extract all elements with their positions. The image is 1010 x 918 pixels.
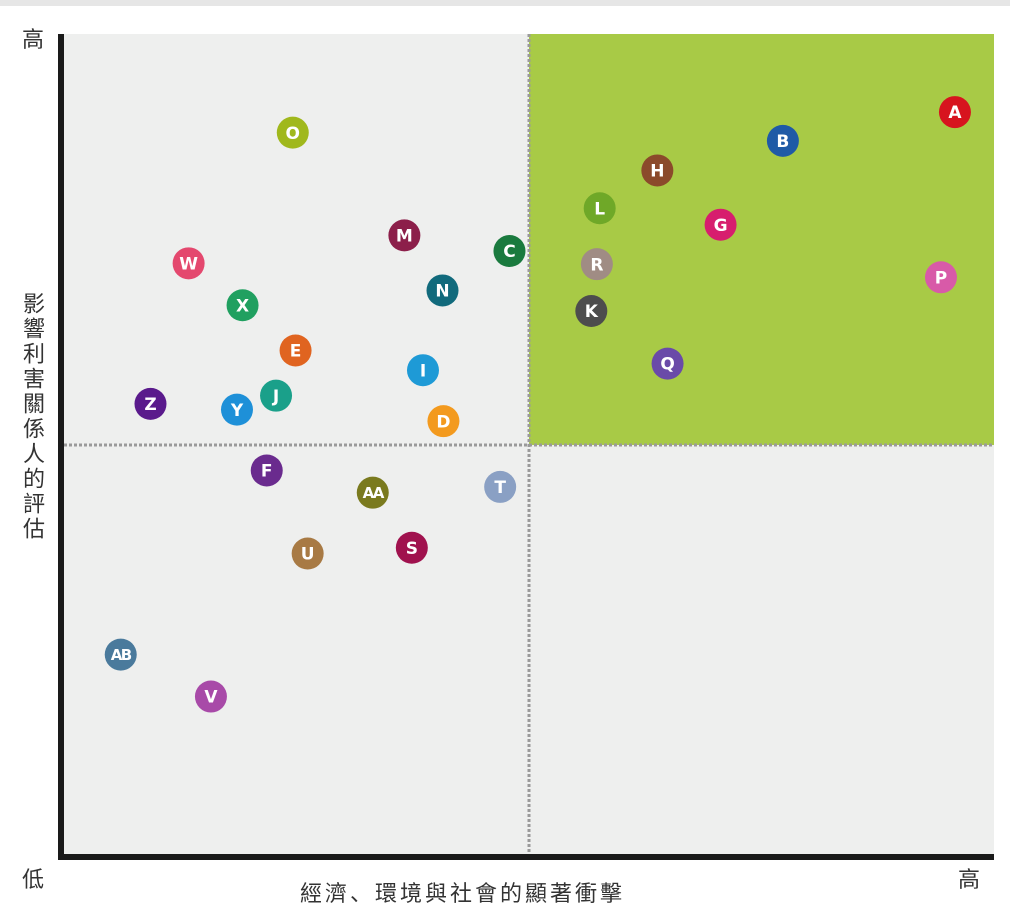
point-label: T [494,478,506,498]
data-point-l: L [583,192,616,225]
data-point-h: H [641,154,674,187]
data-point-i: I [406,354,439,387]
point-label: AB [111,646,132,664]
point-marker [426,274,459,307]
data-point-u: U [291,537,324,570]
point-label: B [776,132,789,152]
point-label: C [503,242,515,262]
point-marker [250,454,283,487]
data-point-f: F [250,454,283,487]
point-marker [220,393,253,426]
point-label: W [179,254,198,274]
data-point-x: X [226,289,259,322]
point-marker [580,248,613,281]
data-point-b: B [766,124,799,157]
data-point-n: N [426,274,459,307]
data-point-s: S [395,531,428,564]
data-point-m: M [388,219,421,252]
data-point-g: G [704,208,737,241]
point-label: H [650,162,664,182]
point-label: L [594,199,605,219]
point-marker [766,124,799,157]
point-marker [406,354,439,387]
point-marker [291,537,324,570]
point-label: V [204,688,218,708]
point-marker [938,96,971,129]
point-marker [575,295,608,328]
point-label: AA [363,484,385,502]
point-label: A [948,103,962,123]
point-marker [924,261,957,294]
point-label: E [290,342,302,362]
point-label: F [261,462,273,482]
point-marker [493,235,526,268]
point-marker [279,334,312,367]
data-point-e: E [279,334,312,367]
highlight-quadrant [529,34,994,445]
data-point-y: Y [220,393,253,426]
point-label: X [236,296,249,316]
axis-low-label: 低 [22,868,45,893]
point-marker [388,219,421,252]
y-axis-high-label: 高 [22,28,45,53]
point-marker [704,208,737,241]
point-marker [226,289,259,322]
plot-area [58,34,994,860]
point-label: S [406,539,418,559]
data-point-w: W [172,247,205,280]
point-label: I [420,361,426,381]
point-label: D [436,412,450,432]
point-marker [260,379,293,412]
data-point-d: D [427,405,460,438]
point-label: J [272,387,279,407]
point-label: R [590,255,603,275]
data-point-p: P [924,261,957,294]
point-label: M [396,227,413,247]
point-marker [356,476,389,509]
data-point-q: Q [651,347,684,380]
data-point-o: O [276,116,309,149]
x-axis-title: 經濟、環境與社會的顯著衝擊 [300,882,626,907]
point-marker [104,638,137,671]
point-label: U [301,545,315,565]
data-point-r: R [580,248,613,281]
point-label: Z [144,395,156,415]
point-label: Y [230,401,244,421]
data-point-v: V [194,680,227,713]
data-point-c: C [493,235,526,268]
point-marker [583,192,616,225]
point-marker [194,680,227,713]
point-label: O [286,124,300,144]
point-marker [651,347,684,380]
y-axis-title: 影響利害關係人的評估 [19,292,44,542]
point-marker [427,405,460,438]
data-point-ab: AB [104,638,137,671]
point-marker [484,470,517,503]
point-label: G [714,216,728,236]
point-marker [641,154,674,187]
point-label: Q [660,355,674,375]
data-point-aa: AA [356,476,389,509]
top-strip [0,0,1010,6]
point-marker [172,247,205,280]
data-point-z: Z [134,387,167,420]
data-point-k: K [575,295,608,328]
point-label: K [585,302,599,322]
point-label: N [435,282,449,302]
data-point-j: J [260,379,293,412]
point-label: P [935,268,947,288]
point-marker [276,116,309,149]
data-point-t: T [484,470,517,503]
point-marker [134,387,167,420]
point-marker [395,531,428,564]
data-point-a: A [938,96,971,129]
x-axis-high-label: 高 [958,868,981,893]
